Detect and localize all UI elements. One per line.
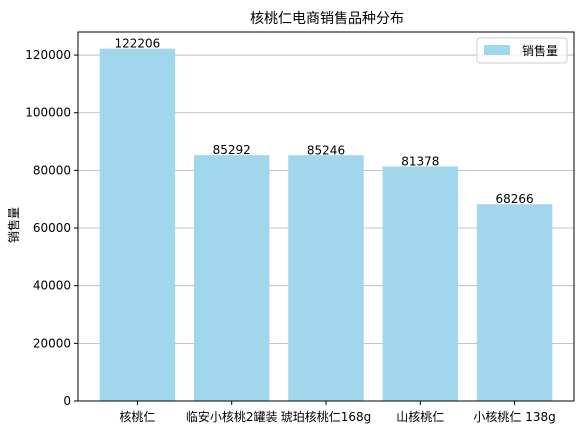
x-tick-label: 核桃仁 bbox=[119, 409, 155, 424]
bar bbox=[476, 204, 553, 401]
y-tick-label: 0 bbox=[63, 394, 71, 408]
x-axis-ticks: 核桃仁 临安小核桃2罐装 琥珀核桃仁168g 山核桃仁 小核桃仁 138g bbox=[119, 401, 556, 424]
y-tick-label: 100000 bbox=[25, 106, 71, 120]
y-tick-label: 20000 bbox=[33, 336, 71, 350]
bars bbox=[99, 48, 553, 402]
x-tick-label: 琥珀核桃仁168g bbox=[281, 409, 372, 424]
x-tick-label: 临安小核桃2罐装 bbox=[186, 409, 278, 424]
x-tick-label: 小核桃仁 138g bbox=[473, 409, 555, 424]
bar-value-label: 81378 bbox=[401, 154, 439, 168]
y-axis-ticks: 0 20000 40000 60000 80000 100000 120000 bbox=[25, 48, 78, 408]
bar bbox=[382, 166, 459, 401]
bar bbox=[288, 155, 364, 401]
y-tick-label: 40000 bbox=[33, 279, 71, 293]
bar-value-label: 85292 bbox=[213, 143, 251, 157]
y-axis-label: 销售量 bbox=[6, 207, 21, 243]
bar bbox=[99, 48, 176, 402]
legend-label: 销售量 bbox=[522, 43, 558, 58]
y-tick-label: 120000 bbox=[25, 48, 71, 62]
bar-value-label: 68266 bbox=[495, 192, 533, 206]
legend: 销售量 bbox=[476, 37, 568, 64]
bar-value-label: 85246 bbox=[307, 143, 345, 157]
x-tick-label: 山核桃仁 bbox=[396, 409, 444, 424]
legend-box bbox=[476, 37, 568, 64]
chart-title: 核桃仁电商销售品种分布 bbox=[250, 11, 404, 27]
y-tick-label: 80000 bbox=[33, 163, 71, 177]
y-tick-label: 60000 bbox=[33, 221, 71, 235]
data-labels: 122206 85292 85246 81378 68266 bbox=[115, 37, 534, 206]
bar-value-label: 122206 bbox=[115, 37, 161, 51]
bar bbox=[193, 155, 270, 401]
legend-swatch bbox=[484, 45, 510, 55]
